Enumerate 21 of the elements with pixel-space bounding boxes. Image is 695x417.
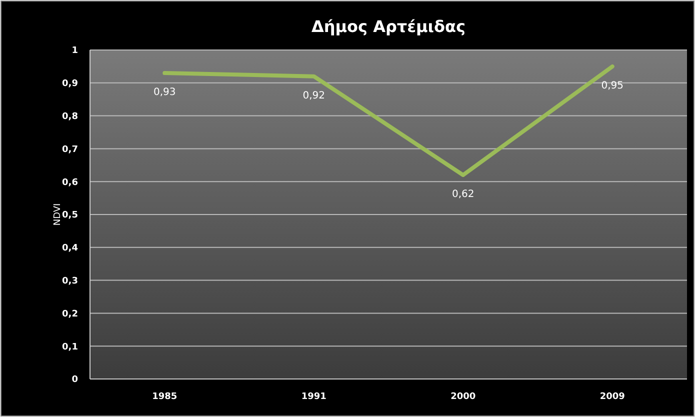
y-tick-label: 0 [72,375,78,386]
y-tick-label: 0,4 [62,244,78,254]
y-tick-label: 0,7 [62,144,78,155]
y-tick-label: 0,5 [62,210,78,221]
data-label: 0,62 [452,189,474,200]
y-tick-label: 0,8 [62,112,78,122]
data-label: 0,92 [302,90,326,102]
x-tick-label: 1985 [152,392,178,402]
data-label: 0,93 [153,87,176,98]
x-tick-label: 1991 [301,392,326,402]
y-axis-title: NDVI [53,203,63,226]
y-tick-label: 1 [72,46,78,56]
chart-title: Δήμος Αρτέμιδας [311,17,466,36]
data-label: 0,95 [601,80,624,92]
y-tick-label: 0,6 [62,178,78,188]
x-tick-label: 2009 [600,392,625,402]
y-tick-label: 0,3 [62,276,78,286]
y-tick-label: 0,1 [62,342,78,352]
y-tick-label: 0,2 [62,309,78,320]
y-tick-label: 0,9 [62,79,78,90]
x-tick-label: 2000 [450,392,476,402]
